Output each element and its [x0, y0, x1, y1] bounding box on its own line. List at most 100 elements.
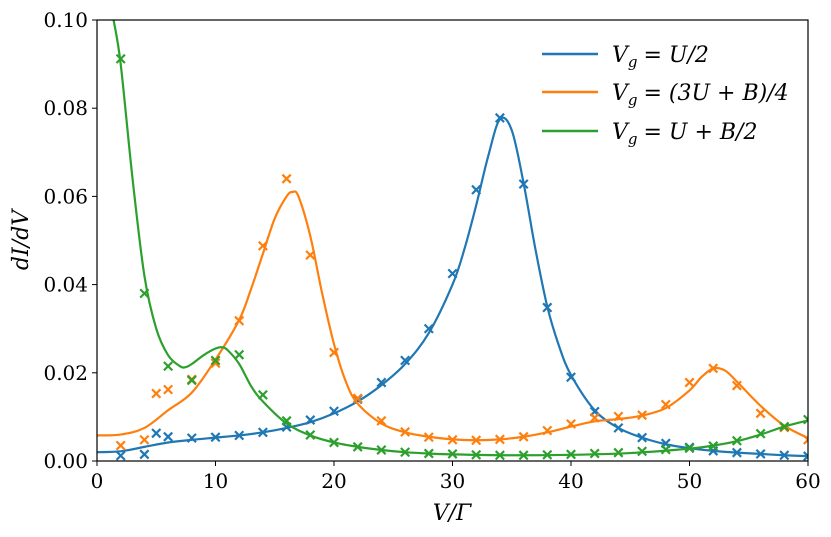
data-point	[139, 434, 150, 445]
data-point-stroke	[163, 431, 174, 442]
data-point-stroke	[352, 441, 363, 452]
data-point	[352, 393, 363, 404]
data-point	[684, 377, 695, 388]
ticks-layer: 0 10 20 30 40 50 60 0.00 0.02 0.04 0.06 0.08 0.10	[43, 8, 820, 493]
x-tick-label: 0	[91, 469, 104, 493]
data-point-stroke	[423, 323, 434, 334]
data-point-stroke	[613, 422, 624, 433]
data-point	[731, 380, 742, 391]
data-point	[518, 179, 529, 190]
data-point	[400, 447, 411, 458]
data-point	[400, 426, 411, 437]
x-tick-label: 10	[203, 469, 228, 493]
data-point	[447, 434, 458, 445]
data-point	[803, 414, 808, 425]
data-point-stroke	[803, 438, 808, 445]
data-point	[637, 410, 648, 421]
data-point-stroke	[234, 349, 245, 360]
data-point-stroke	[305, 430, 316, 440]
data-point	[566, 418, 576, 429]
x-axis-label: V/Γ	[433, 501, 472, 526]
data-point	[779, 421, 790, 432]
data-point	[423, 448, 434, 459]
y-tick-label: 0.06	[43, 184, 88, 208]
data-point-stroke	[376, 377, 387, 388]
data-point	[660, 444, 671, 455]
data-point	[281, 415, 292, 426]
x-tick-label: 30	[440, 469, 465, 493]
data-point-stroke	[494, 450, 505, 461]
data-point-stroke	[234, 430, 245, 441]
data-point	[566, 449, 576, 460]
data-point	[731, 435, 742, 446]
data-point-stroke	[494, 112, 505, 123]
y-tick-label: 0.04	[43, 273, 88, 297]
legend-label-vg-u-plus-b-half: Vg = U + B/2	[612, 120, 757, 148]
series-line-vg-u-plus-b-half	[112, 20, 808, 457]
data-point-stroke	[589, 448, 600, 459]
data-point	[589, 448, 600, 459]
data-point	[186, 375, 197, 386]
data-point	[305, 250, 316, 261]
data-point-stroke	[139, 449, 150, 460]
data-point-stroke	[803, 454, 808, 461]
data-point-stroke	[518, 450, 529, 461]
data-point	[305, 430, 316, 440]
data-point	[542, 449, 553, 460]
x-tick-label: 40	[558, 469, 583, 493]
series-line-vg-u-half	[97, 116, 808, 458]
data-point-stroke	[660, 399, 671, 410]
x-tick-label: 20	[321, 469, 346, 493]
data-point	[803, 451, 808, 461]
data-point-stroke	[803, 417, 808, 425]
data-point-stroke	[400, 447, 411, 458]
data-point	[423, 432, 434, 443]
data-point-stroke	[471, 184, 482, 195]
data-point-stroke	[566, 372, 576, 383]
data-point-stroke	[447, 434, 458, 445]
data-point-stroke	[494, 434, 505, 445]
data-point	[731, 447, 742, 458]
data-point	[471, 449, 482, 460]
data-point	[281, 173, 292, 184]
data-point-stroke	[755, 448, 766, 459]
data-point	[494, 112, 505, 123]
series-line-vg-3u-plus-b-quarter	[97, 190, 808, 442]
data-point	[115, 53, 126, 64]
data-point	[471, 435, 482, 446]
data-point-stroke	[423, 448, 434, 459]
data-point-stroke	[803, 414, 808, 422]
data-point-stroke	[637, 446, 648, 457]
data-point	[708, 441, 719, 451]
data-point	[613, 411, 624, 422]
data-point-stroke	[151, 388, 162, 399]
data-point-stroke	[210, 432, 221, 443]
series-layer	[97, 20, 808, 461]
data-point	[329, 347, 339, 358]
data-point-stroke	[779, 421, 790, 432]
data-point	[566, 372, 576, 383]
data-point-stroke	[151, 428, 162, 439]
data-point	[542, 425, 553, 436]
data-point	[423, 323, 434, 334]
data-point-stroke	[139, 434, 150, 445]
data-point-stroke	[518, 179, 529, 190]
x-tick-label: 60	[795, 469, 820, 493]
data-point-stroke	[281, 173, 292, 184]
data-point-stroke	[329, 406, 339, 417]
series-vg-u-plus-b-half	[112, 20, 808, 461]
data-point-stroke	[542, 449, 553, 460]
data-point	[115, 450, 126, 461]
data-point-stroke	[329, 437, 339, 448]
data-point-stroke	[731, 447, 742, 458]
data-point-stroke	[637, 410, 648, 421]
data-point-stroke	[637, 432, 648, 443]
y-tick-label: 0.02	[43, 361, 88, 385]
data-point-stroke	[163, 361, 174, 372]
data-point	[708, 363, 719, 374]
data-point-stroke	[423, 432, 434, 443]
data-point	[151, 388, 162, 399]
data-point-stroke	[471, 449, 482, 460]
data-point-stroke	[447, 268, 458, 279]
